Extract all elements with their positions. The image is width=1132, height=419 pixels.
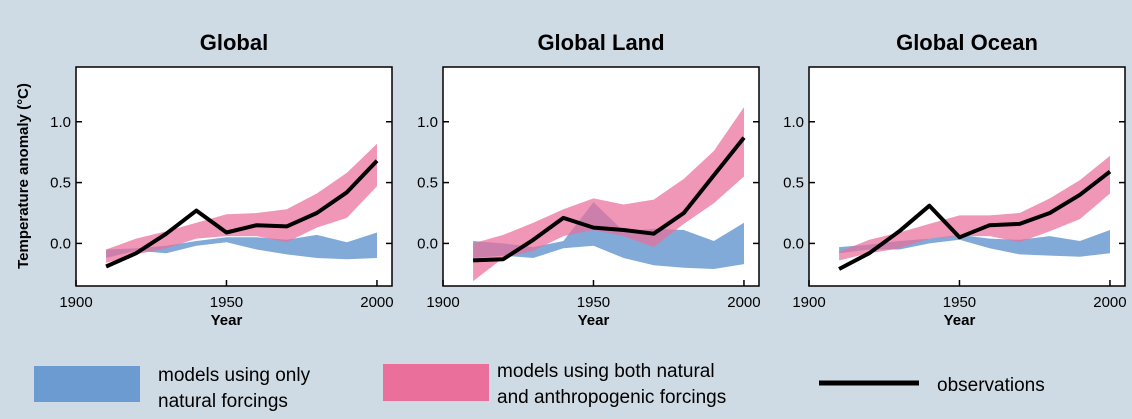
legend-label-anthropogenic-line1: models using both natural bbox=[497, 361, 715, 382]
x-axis-title-global: Year bbox=[211, 312, 243, 329]
y-tick-label-global-ocean: 0.5 bbox=[783, 175, 804, 192]
x-tick-label-global: 1950 bbox=[210, 294, 243, 311]
panel-global-ocean: Global Ocean 0.0 0.5 1.0 1900 1950 2000 Year bbox=[783, 30, 1126, 329]
x-axis-title-global-ocean: Year bbox=[944, 312, 976, 329]
x-tick-label-global-ocean: 1900 bbox=[792, 294, 825, 311]
legend-label-anthropogenic-line2: and anthropogenic forcings bbox=[497, 387, 726, 408]
natural-band-global-land bbox=[473, 202, 744, 269]
y-tick-label-global: 0.5 bbox=[50, 175, 71, 192]
x-tick-label-global: 2000 bbox=[360, 294, 393, 311]
observations-line-global-land bbox=[473, 136, 746, 263]
panel-global-land: Global Land 0.0 0.5 1.0 1900 1950 2000 Year bbox=[417, 30, 760, 329]
x-tick-label-global-ocean: 2000 bbox=[1093, 294, 1126, 311]
x-axis-title-global-land: Year bbox=[578, 312, 610, 329]
panel-title-global-ocean: Global Ocean bbox=[896, 30, 1038, 55]
y-axis-title: Temperature anomaly (°C) bbox=[15, 83, 32, 269]
y-tick-label-global-ocean: 0.0 bbox=[783, 235, 804, 252]
anthropogenic-band-global-land bbox=[473, 107, 744, 282]
legend-swatch-anthropogenic bbox=[383, 364, 489, 401]
x-tick-label-global: 1900 bbox=[59, 294, 92, 311]
y-tick-label-global-land: 1.0 bbox=[417, 114, 438, 131]
x-tick-label-global-land: 2000 bbox=[727, 294, 760, 311]
legend-swatch-natural bbox=[34, 366, 140, 402]
y-tick-label-global-land: 0.0 bbox=[417, 235, 438, 252]
natural-band-global bbox=[106, 232, 377, 260]
legend-label-natural-line2: natural forcings bbox=[158, 391, 288, 412]
panel-title-global: Global bbox=[200, 30, 268, 55]
legend: models using only natural forcings model… bbox=[34, 361, 1045, 412]
panel-title-global-land: Global Land bbox=[537, 30, 664, 55]
x-tick-label-global-ocean: 1950 bbox=[943, 294, 976, 311]
anthropogenic-band-global bbox=[106, 143, 377, 263]
y-tick-label-global: 0.0 bbox=[50, 235, 71, 252]
plot-frame-global-ocean bbox=[808, 66, 1126, 287]
y-tick-label-global: 1.0 bbox=[50, 114, 71, 131]
natural-band-global-ocean bbox=[839, 230, 1110, 257]
observations-gap-global-land bbox=[514, 246, 521, 254]
plot-frame-global-land bbox=[442, 66, 760, 287]
x-tick-label-global-land: 1900 bbox=[426, 294, 459, 311]
observations-line-global bbox=[105, 159, 379, 269]
observations-line-global-ocean bbox=[838, 170, 1112, 271]
legend-label-observations: observations bbox=[937, 375, 1045, 396]
y-tick-label-global-ocean: 1.0 bbox=[783, 114, 804, 131]
x-tick-label-global-land: 1950 bbox=[577, 294, 610, 311]
anthropogenic-band-global-ocean bbox=[839, 155, 1110, 261]
legend-label-natural-line1: models using only bbox=[158, 365, 311, 386]
panel-global: Global 0.0 0.5 1.0 1900 1950 2000 Year bbox=[50, 30, 393, 329]
plot-frame-global bbox=[75, 66, 393, 287]
y-tick-label-global-land: 0.5 bbox=[417, 175, 438, 192]
